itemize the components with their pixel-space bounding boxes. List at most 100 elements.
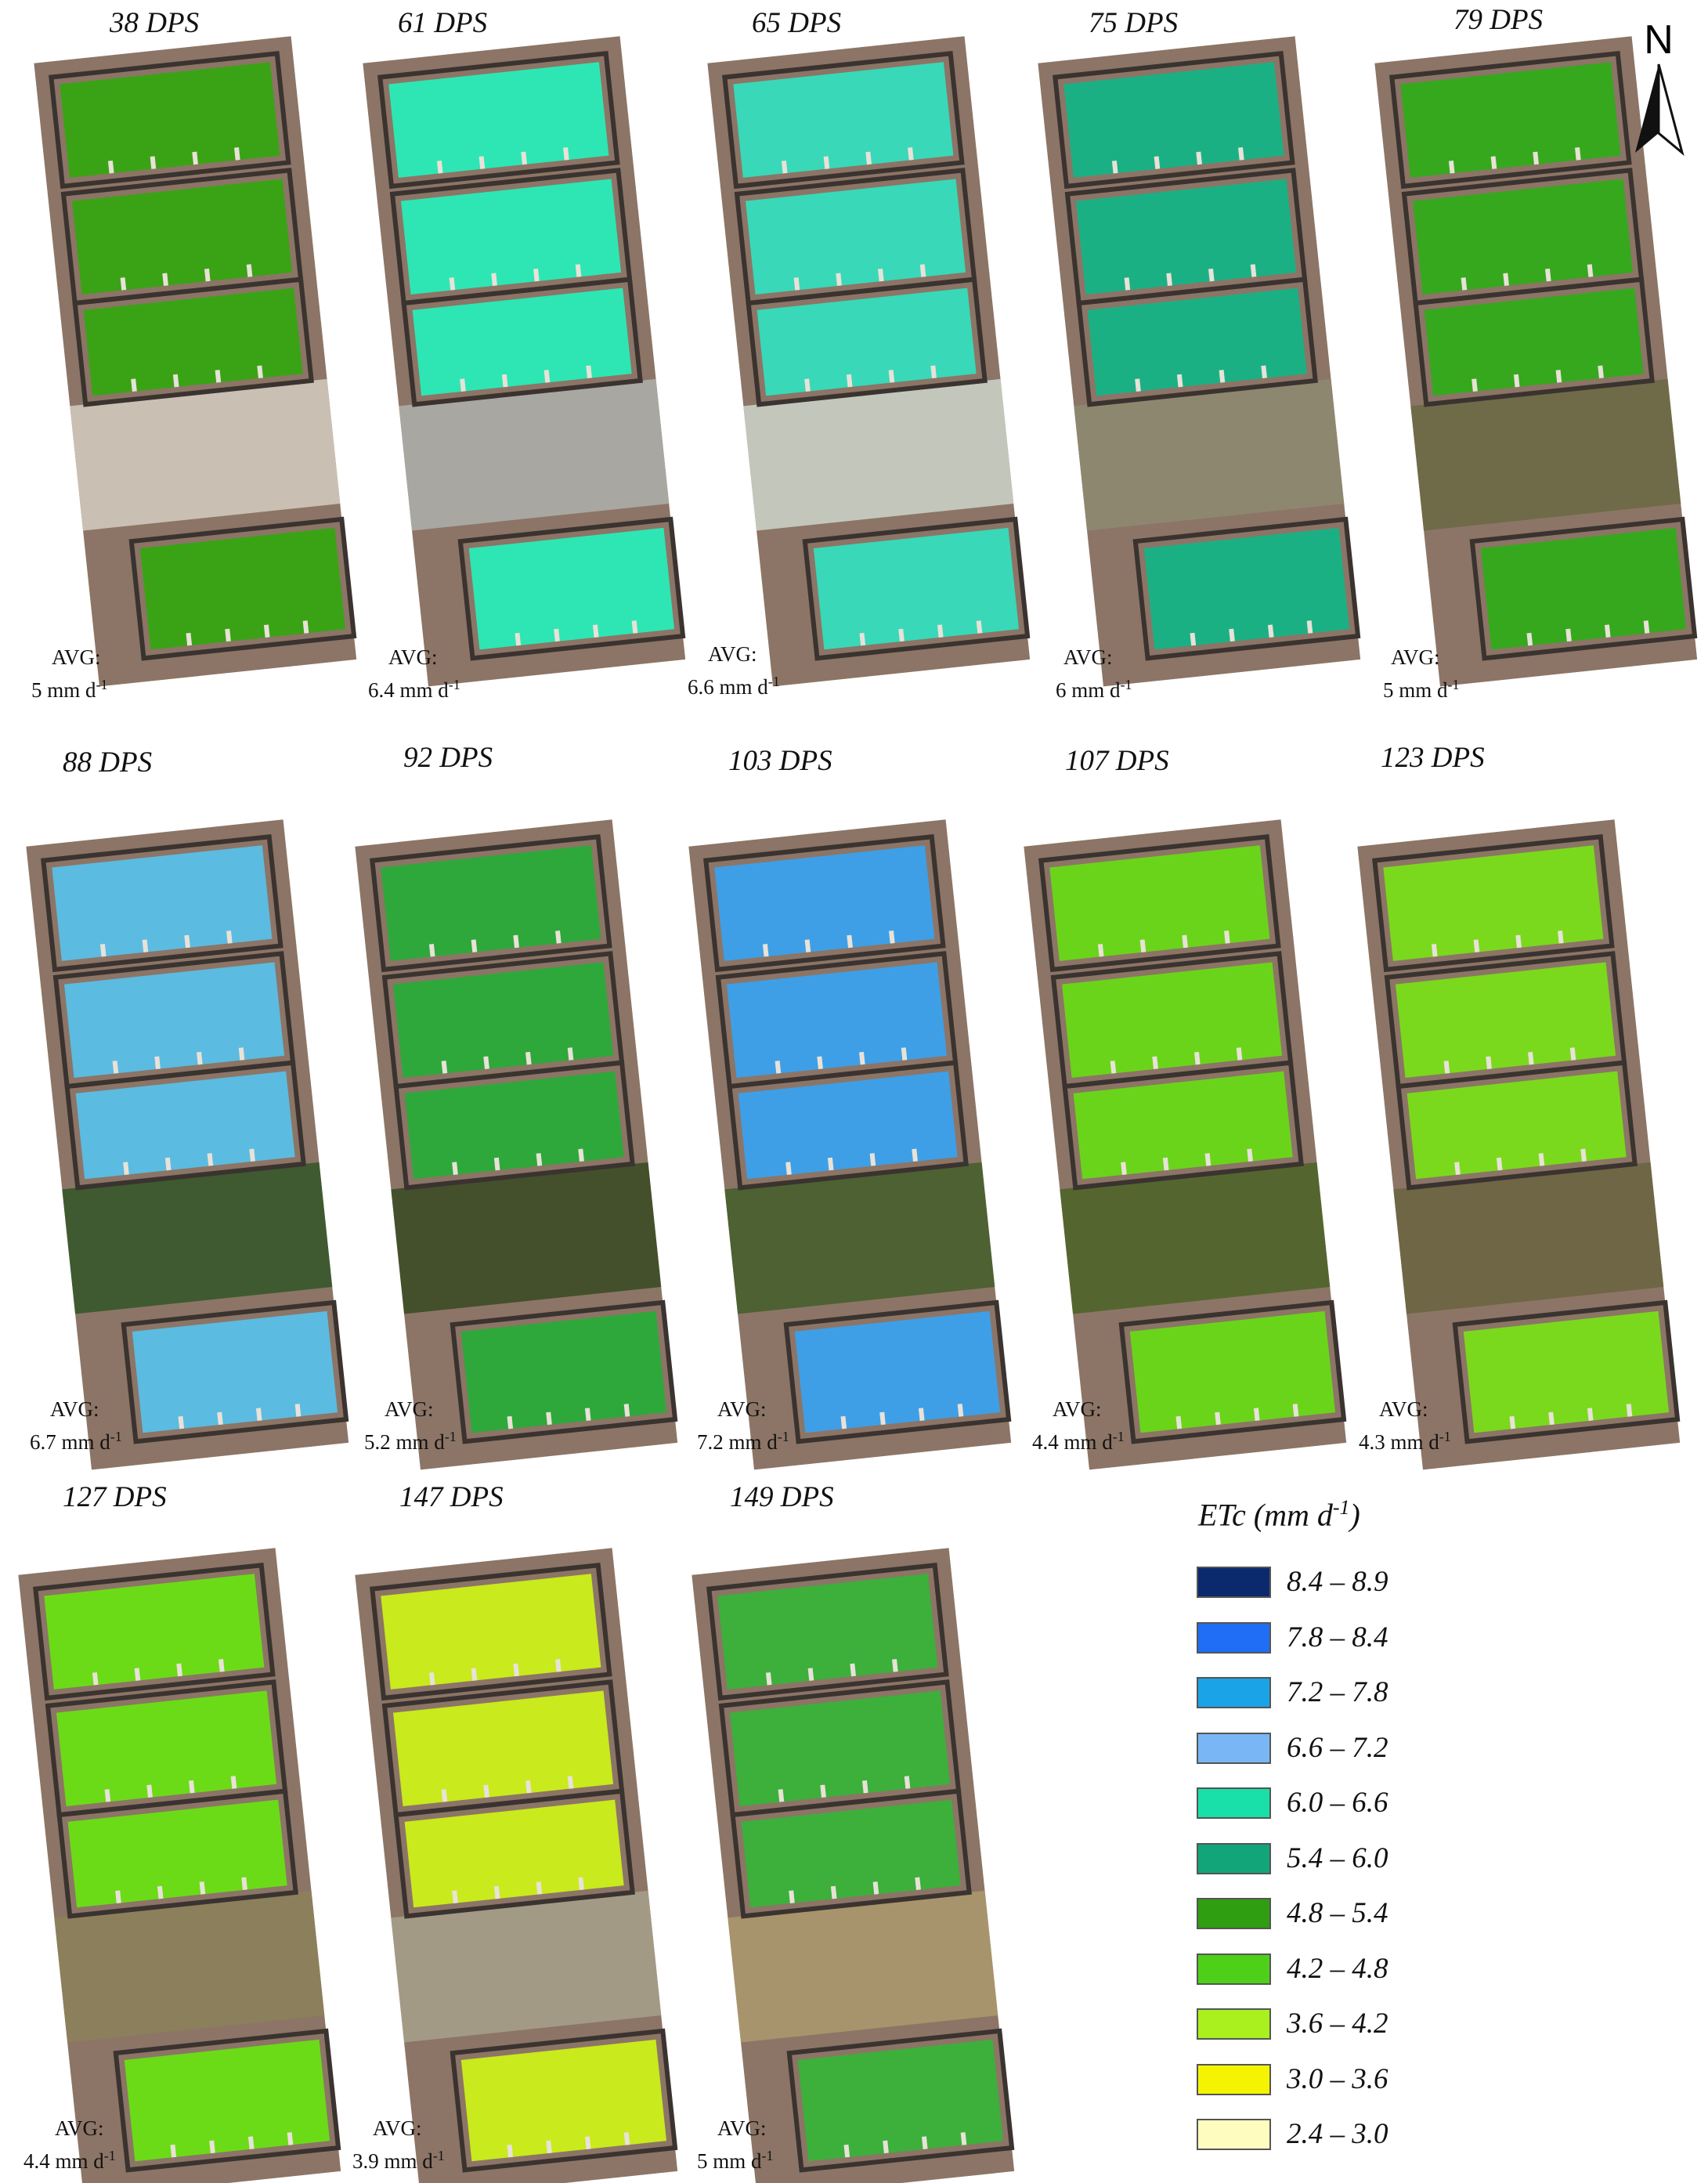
- legend-item: 6.6 – 7.2: [1197, 1732, 1526, 1766]
- sensor-stake: [859, 1051, 865, 1065]
- etc-plot: [1413, 179, 1634, 295]
- avg-etc-label: AVG: 6.4 mm d-1: [368, 644, 460, 704]
- etc-plot: [52, 845, 273, 961]
- etc-plot: [72, 179, 293, 295]
- avg-etc-label: AVG: 4.3 mm d-1: [1359, 1396, 1451, 1456]
- sensor-stake: [536, 1881, 543, 1895]
- sensor-stake: [1509, 1415, 1516, 1429]
- sensor-stake: [217, 1411, 223, 1426]
- sensor-stake: [1306, 620, 1313, 634]
- avg-value: 5 mm d: [697, 2149, 762, 2173]
- sensor-stake: [1219, 370, 1226, 383]
- sensor-stake: [960, 2132, 967, 2145]
- sensor-stake: [513, 1663, 519, 1677]
- etc-legend: ETc (mm d-1) 8.4 – 8.9 7.8 – 8.4 7.2 – 7.8…: [1190, 1496, 1519, 2162]
- plot-border: [41, 833, 283, 973]
- etc-plot: [813, 527, 1020, 650]
- legend-label: 5.4 – 6.0: [1287, 1841, 1388, 1874]
- plot-border: [722, 50, 965, 190]
- sensor-stake: [1208, 268, 1215, 282]
- avg-value: 6.4 mm d: [368, 678, 449, 702]
- avg-value: 6.6 mm d: [688, 675, 768, 699]
- plot-border: [393, 1060, 635, 1191]
- sensor-stake: [765, 1672, 772, 1686]
- avg-title: AVG:: [717, 1397, 767, 1421]
- sensor-stake: [883, 2140, 889, 2154]
- sensor-stake: [247, 2136, 255, 2149]
- sensor-stake: [225, 628, 231, 642]
- sensor-stake: [483, 1056, 489, 1070]
- sensor-stake: [1175, 1415, 1183, 1429]
- sensor-stake: [567, 1776, 574, 1789]
- sensor-stake: [92, 1672, 99, 1686]
- orthomosaic-map: [363, 36, 686, 687]
- sensor-stake: [142, 939, 149, 952]
- legend-label: 7.8 – 8.4: [1287, 1621, 1388, 1654]
- orthomosaic-map: [34, 36, 357, 687]
- sensor-stake: [478, 156, 486, 169]
- sensor-stake: [543, 370, 551, 383]
- avg-value: 4.3 mm d: [1359, 1430, 1439, 1454]
- avg-unit-sup: -1: [432, 2148, 445, 2163]
- etc-plot: [1406, 1071, 1627, 1180]
- etc-plot: [393, 1690, 614, 1807]
- sensor-stake: [428, 943, 435, 957]
- plot-border: [1452, 1299, 1681, 1444]
- sensor-stake: [778, 1789, 785, 1802]
- sensor-stake: [436, 160, 443, 174]
- sensor-stake: [493, 1885, 500, 1899]
- sensor-stake: [263, 624, 270, 638]
- etc-plot: [1400, 62, 1621, 178]
- sensor-stake: [930, 365, 937, 379]
- sensor-stake: [957, 1404, 964, 1417]
- sensor-stake: [836, 273, 842, 287]
- dps-label: 92 DPS: [403, 742, 493, 774]
- plot-border: [64, 1060, 306, 1191]
- dps-label: 75 DPS: [1089, 7, 1179, 39]
- sensor-stake: [623, 2132, 630, 2145]
- sensor-stake: [1473, 939, 1480, 952]
- sensor-stake: [1454, 1162, 1461, 1175]
- sensor-stake: [785, 1162, 792, 1175]
- map-panel-127: 127 DPS AVG: 4.4 mm d-1: [16, 1480, 360, 2183]
- legend-item: 4.2 – 4.8: [1197, 1953, 1526, 1986]
- orthomosaic-map: [707, 36, 1031, 687]
- sensor-stake: [115, 1890, 121, 1903]
- etc-plot: [381, 1574, 601, 1690]
- sensor-stake: [207, 1153, 214, 1166]
- etc-plot: [741, 1799, 961, 1908]
- sensor-stake: [162, 273, 168, 287]
- etc-plot: [75, 1071, 295, 1180]
- etc-plot: [401, 179, 622, 295]
- sensor-stake: [1558, 931, 1564, 944]
- etc-plot: [393, 962, 614, 1079]
- sensor-stake: [840, 1415, 847, 1429]
- dps-label: 38 DPS: [110, 7, 200, 39]
- plot-border: [457, 516, 686, 661]
- sensor-stake: [1110, 1061, 1117, 1074]
- etc-plot: [1424, 287, 1644, 396]
- plot-border: [370, 1562, 612, 1701]
- etc-plot: [794, 1310, 1001, 1433]
- orthomosaic-map: [355, 1548, 678, 2183]
- sensor-stake: [1166, 273, 1172, 287]
- sensor-stake: [1587, 264, 1594, 277]
- sensor-stake: [449, 277, 456, 291]
- sensor-stake: [230, 1776, 237, 1789]
- sensor-stake: [872, 1881, 879, 1895]
- dps-label: 147 DPS: [399, 1481, 504, 1513]
- avg-unit-sup: -1: [1112, 1429, 1125, 1444]
- north-arrow-icon: N: [1635, 17, 1685, 157]
- sensor-stake: [1215, 1411, 1221, 1426]
- sensor-stake: [1513, 374, 1520, 388]
- avg-etc-label: AVG: 6.6 mm d-1: [688, 641, 780, 701]
- legend-item: 5.4 – 6.0: [1197, 1841, 1526, 1876]
- sensor-stake: [238, 1047, 245, 1061]
- sensor-stake: [937, 624, 944, 638]
- avg-title: AVG:: [55, 2116, 104, 2140]
- etc-plot: [60, 62, 280, 178]
- field-strip: [355, 819, 678, 1470]
- sensor-stake: [460, 378, 466, 392]
- sensor-stake: [878, 268, 884, 282]
- sensor-stake: [1580, 1148, 1587, 1162]
